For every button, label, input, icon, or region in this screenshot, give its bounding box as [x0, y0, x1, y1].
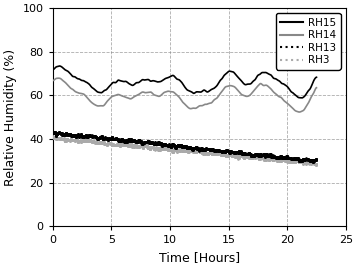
- RH15: [297, 96, 301, 99]
- RH14: [217, 94, 221, 97]
- RH3: [297, 160, 301, 163]
- RH13: [285, 155, 289, 158]
- RH13: [314, 158, 318, 161]
- RH14: [51, 79, 55, 82]
- RH13: [236, 150, 241, 153]
- RH15: [57, 64, 62, 68]
- RH13: [314, 159, 318, 162]
- RH15: [285, 84, 289, 88]
- RH13: [217, 149, 221, 152]
- RH13: [311, 160, 315, 163]
- RH14: [314, 86, 318, 89]
- RH14: [297, 110, 301, 114]
- RH3: [314, 162, 318, 166]
- RH13: [297, 159, 301, 163]
- RH14: [56, 77, 61, 80]
- RH3: [217, 151, 221, 155]
- RH3: [51, 136, 55, 139]
- RH3: [285, 160, 289, 163]
- RH3: [313, 163, 318, 166]
- RH15: [236, 76, 241, 79]
- Line: RH3: RH3: [51, 135, 318, 166]
- Line: RH15: RH15: [53, 66, 316, 98]
- RH13: [51, 132, 55, 135]
- RH14: [314, 86, 318, 90]
- X-axis label: Time [Hours]: Time [Hours]: [159, 251, 240, 264]
- RH15: [314, 76, 318, 79]
- Y-axis label: Relative Humidity (%): Relative Humidity (%): [4, 49, 17, 186]
- RH15: [51, 68, 55, 71]
- RH14: [297, 110, 301, 114]
- RH14: [236, 90, 241, 93]
- RH15: [300, 96, 304, 100]
- RH3: [112, 143, 116, 147]
- RH13: [52, 130, 56, 133]
- RH15: [112, 81, 116, 84]
- Line: RH13: RH13: [51, 131, 318, 163]
- RH15: [217, 81, 221, 84]
- RH3: [51, 135, 55, 138]
- Legend: RH15, RH14, RH13, RH3: RH15, RH14, RH13, RH3: [276, 13, 341, 69]
- Line: RH14: RH14: [53, 78, 316, 112]
- RH14: [285, 101, 289, 104]
- RH3: [314, 162, 318, 166]
- RH14: [112, 94, 116, 98]
- RH15: [314, 76, 318, 79]
- RH13: [112, 137, 116, 140]
- RH3: [236, 157, 241, 160]
